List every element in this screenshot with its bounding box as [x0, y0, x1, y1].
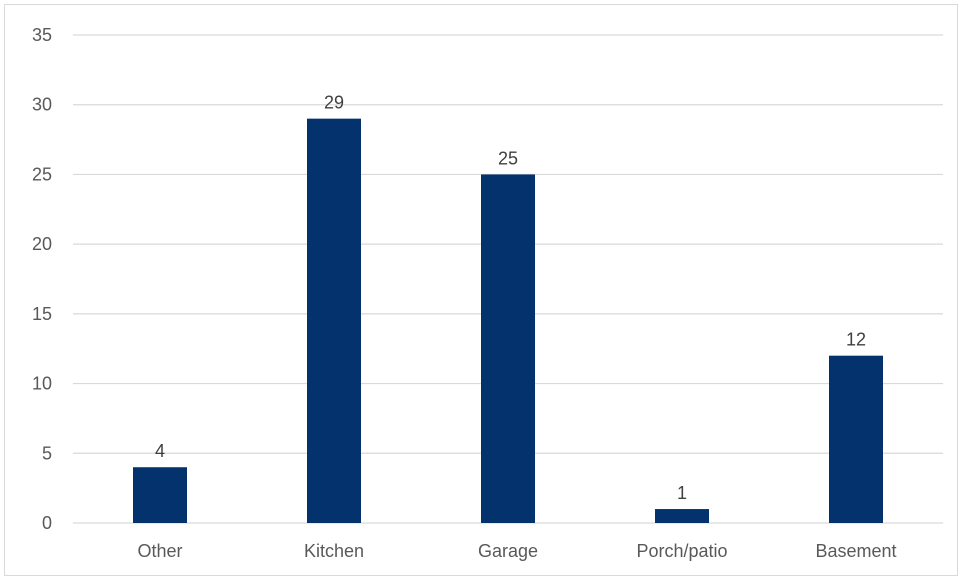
x-tick-label: Other [137, 541, 182, 561]
data-label: 4 [155, 441, 165, 461]
bar-garage [481, 174, 535, 523]
bar-basement [829, 355, 883, 523]
bar-kitchen [307, 118, 361, 524]
data-label: 25 [498, 148, 518, 168]
y-tick-label: 15 [32, 304, 52, 324]
data-label: 1 [677, 483, 687, 503]
x-axis-ticks: Other Kitchen Garage Porch/patio Basement [137, 541, 896, 561]
bar-porch-patio [655, 509, 709, 523]
bars [133, 118, 883, 524]
data-label: 12 [846, 330, 866, 350]
y-tick-label: 10 [32, 374, 52, 394]
y-tick-label: 20 [32, 234, 52, 254]
x-tick-label: Garage [478, 541, 538, 561]
y-tick-label: 5 [42, 443, 52, 463]
y-tick-label: 30 [32, 95, 52, 115]
x-tick-label: Kitchen [304, 541, 364, 561]
x-tick-label: Basement [815, 541, 896, 561]
data-label: 29 [324, 93, 344, 113]
y-tick-label: 0 [42, 513, 52, 533]
data-labels: 4 29 25 1 12 [155, 93, 866, 503]
x-tick-label: Porch/patio [636, 541, 727, 561]
y-tick-label: 35 [32, 25, 52, 45]
bar-other [133, 467, 187, 523]
y-tick-label: 25 [32, 164, 52, 184]
y-axis-ticks: 0 5 10 15 20 25 30 35 [32, 25, 52, 533]
